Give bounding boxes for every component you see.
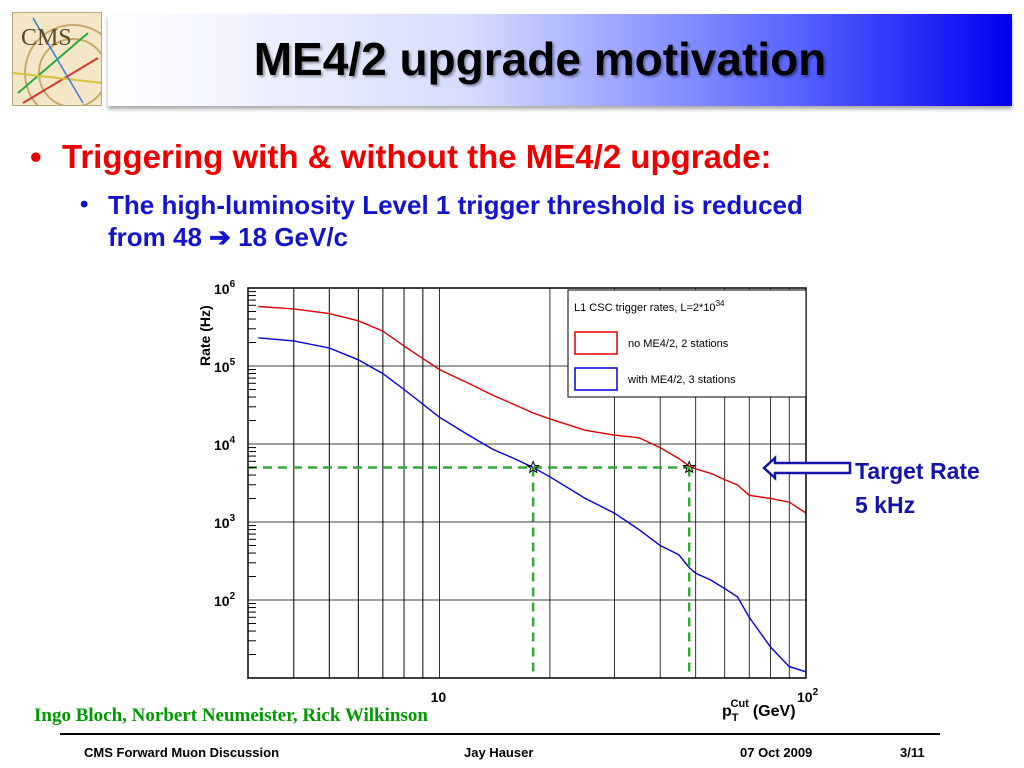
chart-legend: L1 CSC trigger rates, L=2*1034 no ME4/2,… xyxy=(567,289,807,398)
chart-ticks: 102 103 104 105 106 10 102 xyxy=(214,279,819,705)
footer-meeting: CMS Forward Muon Discussion xyxy=(84,745,280,760)
x-axis-label: pT Cut (GeV) xyxy=(722,698,796,724)
x-tick-label: 102 xyxy=(797,687,819,705)
sub-bullet-text: The high-luminosity Level 1 trigger thre… xyxy=(108,189,958,253)
main-bullet: • Triggering with & without the ME4/2 upg… xyxy=(30,138,772,176)
footer-date: 07 Oct 2009 xyxy=(740,745,813,760)
chart-series xyxy=(258,305,807,673)
cms-logo-graphic xyxy=(13,17,101,105)
target-rate-label: Target Rate xyxy=(855,458,980,484)
authors-credit: Ingo Bloch, Norbert Neumeister, Rick Wil… xyxy=(34,705,428,726)
target-rate-arrow xyxy=(762,455,852,481)
footer-presenter: Jay Hauser xyxy=(464,745,534,760)
x-axis-label-sub: T xyxy=(732,712,739,724)
series-line-no-me42 xyxy=(258,305,807,514)
x-axis-label-unit: (GeV) xyxy=(753,703,796,720)
footer-divider xyxy=(60,733,940,735)
sub-bullet-line-2: from 48 ➔ 18 GeV/c xyxy=(108,222,349,252)
y-tick-label: 106 xyxy=(214,279,236,297)
x-axis-label-main: p xyxy=(722,703,732,720)
target-rate-value: 5 kHz xyxy=(855,492,916,518)
page-title: ME4/2 upgrade motivation xyxy=(253,33,827,85)
sub-bullet-dot: • xyxy=(80,191,89,218)
x-axis-label-sup: Cut xyxy=(731,698,750,710)
legend-swatch-with-me42 xyxy=(574,367,618,391)
legend-entry-no-me42: no ME4/2, 2 stations xyxy=(628,338,729,350)
y-axis-label: Rate (Hz) xyxy=(197,305,213,366)
y-tick-label: 105 xyxy=(214,357,236,375)
title-bar: ME4/2 upgrade motivation xyxy=(108,14,1012,106)
main-bullet-text: Triggering with & without the ME4/2 upgr… xyxy=(62,138,772,175)
star-marker-icon xyxy=(682,460,697,474)
star-marker-icon xyxy=(526,460,541,474)
y-tick-label: 102 xyxy=(214,591,236,609)
y-tick-label: 104 xyxy=(214,435,236,453)
x-tick-label: 10 xyxy=(431,689,447,705)
legend-entry-with-me42: with ME4/2, 3 stations xyxy=(627,374,736,386)
legend-swatch-no-me42 xyxy=(574,331,618,355)
legend-title: L1 CSC trigger rates, L=2*1034 xyxy=(574,299,725,314)
logo-text: CMS xyxy=(21,25,72,51)
target-arrow-icon xyxy=(762,455,852,481)
cms-logo: CMS xyxy=(12,12,102,106)
series-line-with-me42 xyxy=(258,337,807,673)
bullet-dot: • xyxy=(30,138,42,175)
footer-page-number: 3/11 xyxy=(900,745,925,760)
y-tick-label: 103 xyxy=(214,513,236,531)
sub-bullet-line-1: The high-luminosity Level 1 trigger thre… xyxy=(108,190,803,220)
chart-annotations xyxy=(248,460,697,678)
plot-frame xyxy=(247,287,807,679)
